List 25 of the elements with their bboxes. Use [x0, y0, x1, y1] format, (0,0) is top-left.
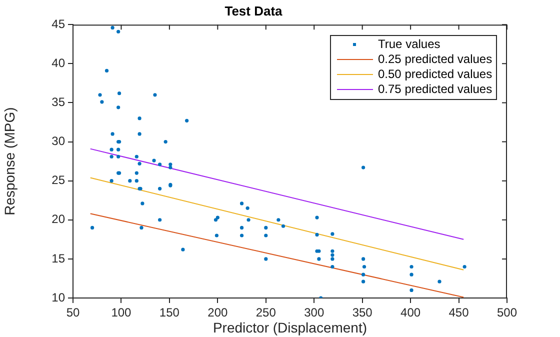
y-tick-label: 45: [52, 16, 66, 31]
legend-label: True values: [378, 36, 440, 52]
x-axis-title: Predictor (Displacement): [212, 319, 368, 336]
legend-label: 0.25 predicted values: [378, 52, 492, 67]
y-tick-label: 10: [52, 290, 66, 304]
y-axis-title: Response (MPG): [1, 107, 18, 216]
x-tick-label: 450: [448, 306, 470, 320]
x-tick-label: 250: [256, 306, 276, 320]
x-tick-label: 300: [304, 306, 324, 320]
legend-label: 0.50 predicted values: [378, 66, 492, 82]
x-tick-label: 150: [159, 306, 180, 320]
x-tick-label: 100: [111, 306, 132, 320]
y-tick-label: 15: [52, 251, 66, 266]
chart-title: Test Data: [224, 3, 284, 18]
y-tick-label: 20: [52, 212, 66, 226]
x-tick-label: 500: [496, 306, 518, 320]
y-tick-label: 35: [52, 95, 66, 110]
x-tick-label: 50: [66, 306, 80, 320]
y-tick-label: 30: [52, 134, 66, 148]
y-tick-label: 25: [52, 173, 66, 188]
y-tick-label: 40: [52, 56, 66, 70]
legend-label: 0.75 predicted values: [378, 82, 492, 97]
x-tick-label: 200: [208, 306, 228, 320]
x-tick-label: 350: [352, 306, 373, 320]
x-tick-label: 400: [400, 306, 421, 320]
